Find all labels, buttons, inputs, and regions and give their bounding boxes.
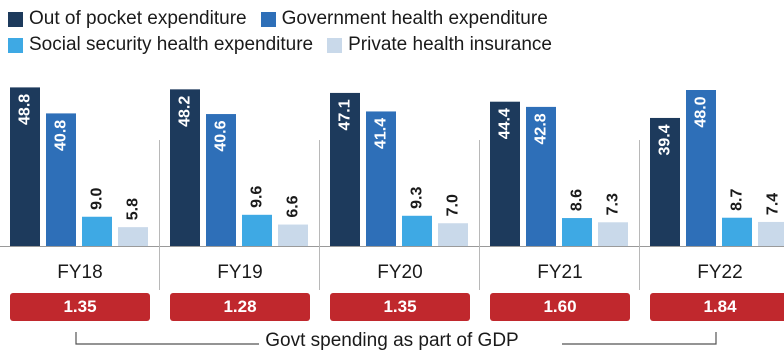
bar-government-fy22 xyxy=(686,90,716,246)
gdp-share-box-fy20: 1.35 xyxy=(330,293,470,321)
bar-out-of-pocket-fy19 xyxy=(170,89,200,246)
gdp-share-box-fy21: 1.60 xyxy=(490,293,630,321)
data-label-out-of-pocket-fy20: 47.1 xyxy=(337,99,354,130)
data-label-out-of-pocket-fy21: 44.4 xyxy=(497,108,514,139)
bar-out-of-pocket-fy21 xyxy=(490,101,520,246)
data-label-private-insurance-fy21: 7.3 xyxy=(605,193,622,215)
gdp-share-box-fy22: 1.84 xyxy=(650,293,784,321)
data-label-government-fy20: 41.4 xyxy=(373,118,390,149)
legend-item-private-insurance: Private health insurance xyxy=(327,32,552,58)
data-label-out-of-pocket-fy19: 48.2 xyxy=(177,96,194,127)
bar-out-of-pocket-fy18 xyxy=(10,87,40,247)
bar-social-security-fy18 xyxy=(82,216,112,246)
bar-social-security-fy19 xyxy=(242,214,272,246)
bar-private-insurance-fy19 xyxy=(278,224,308,246)
data-label-government-fy21: 42.8 xyxy=(533,113,550,144)
data-label-private-insurance-fy19: 6.6 xyxy=(285,195,302,217)
data-label-government-fy18: 40.8 xyxy=(53,120,70,151)
legend-item-out-of-pocket: Out of pocket expenditure xyxy=(8,6,247,32)
bar-government-fy18 xyxy=(46,113,76,247)
legend-swatch-government xyxy=(260,11,276,27)
chart-legend: Out of pocket expenditure Government hea… xyxy=(8,6,778,58)
gdp-bracket xyxy=(75,332,717,345)
data-label-private-insurance-fy22: 7.4 xyxy=(765,193,782,215)
legend-label-government: Government health expenditure xyxy=(281,8,548,29)
category-label-fy21: FY21 xyxy=(537,262,583,283)
legend-swatch-private-insurance xyxy=(327,37,343,53)
bar-government-fy20 xyxy=(366,111,396,246)
gdp-share-box-fy18: 1.35 xyxy=(10,293,150,321)
gdp-share-box-fy19: 1.28 xyxy=(170,293,310,321)
legend-swatch-social-security xyxy=(8,37,23,53)
data-label-social-security-fy22: 8.7 xyxy=(729,189,746,211)
data-label-government-fy22: 48.0 xyxy=(693,96,710,127)
bar-private-insurance-fy21 xyxy=(598,222,628,246)
bar-social-security-fy22 xyxy=(722,217,752,246)
legend-swatch-out-of-pocket xyxy=(8,11,23,27)
legend-item-government: Government health expenditure xyxy=(260,6,548,32)
data-label-private-insurance-fy20: 7.0 xyxy=(445,194,462,216)
bar-private-insurance-fy22 xyxy=(758,221,784,246)
category-label-fy20: FY20 xyxy=(377,262,423,283)
data-label-social-security-fy20: 9.3 xyxy=(409,187,426,209)
data-label-social-security-fy21: 8.6 xyxy=(569,189,586,211)
legend-item-social-security: Social security health expenditure xyxy=(8,32,313,58)
bar-social-security-fy21 xyxy=(562,218,592,246)
category-label-fy18: FY18 xyxy=(57,262,103,283)
data-label-private-insurance-fy18: 5.8 xyxy=(125,198,142,220)
legend-row-1: Out of pocket expenditure Government hea… xyxy=(8,6,778,32)
data-label-government-fy19: 40.6 xyxy=(213,120,230,151)
gdp-caption: Govt spending as part of GDP xyxy=(0,330,784,352)
category-label-fy19: FY19 xyxy=(217,262,263,283)
legend-label-private-insurance: Private health insurance xyxy=(348,34,552,55)
bar-private-insurance-fy20 xyxy=(438,223,468,246)
data-label-out-of-pocket-fy18: 48.8 xyxy=(17,94,34,125)
bar-out-of-pocket-fy20 xyxy=(330,92,360,246)
legend-label-social-security: Social security health expenditure xyxy=(29,34,314,55)
data-label-social-security-fy19: 9.6 xyxy=(249,186,266,208)
bar-government-fy19 xyxy=(206,114,236,246)
category-label-fy22: FY22 xyxy=(697,262,743,283)
legend-row-2: Social security health expenditure Priva… xyxy=(8,32,778,58)
bar-government-fy21 xyxy=(526,106,556,247)
bar-social-security-fy20 xyxy=(402,215,432,246)
gdp-caption-text: Govt spending as part of GDP xyxy=(259,330,525,351)
legend-label-out-of-pocket: Out of pocket expenditure xyxy=(29,8,247,29)
bar-out-of-pocket-fy22 xyxy=(650,117,680,246)
data-label-out-of-pocket-fy22: 39.4 xyxy=(657,124,674,155)
bar-private-insurance-fy18 xyxy=(118,227,148,246)
data-label-social-security-fy18: 9.0 xyxy=(89,188,106,210)
